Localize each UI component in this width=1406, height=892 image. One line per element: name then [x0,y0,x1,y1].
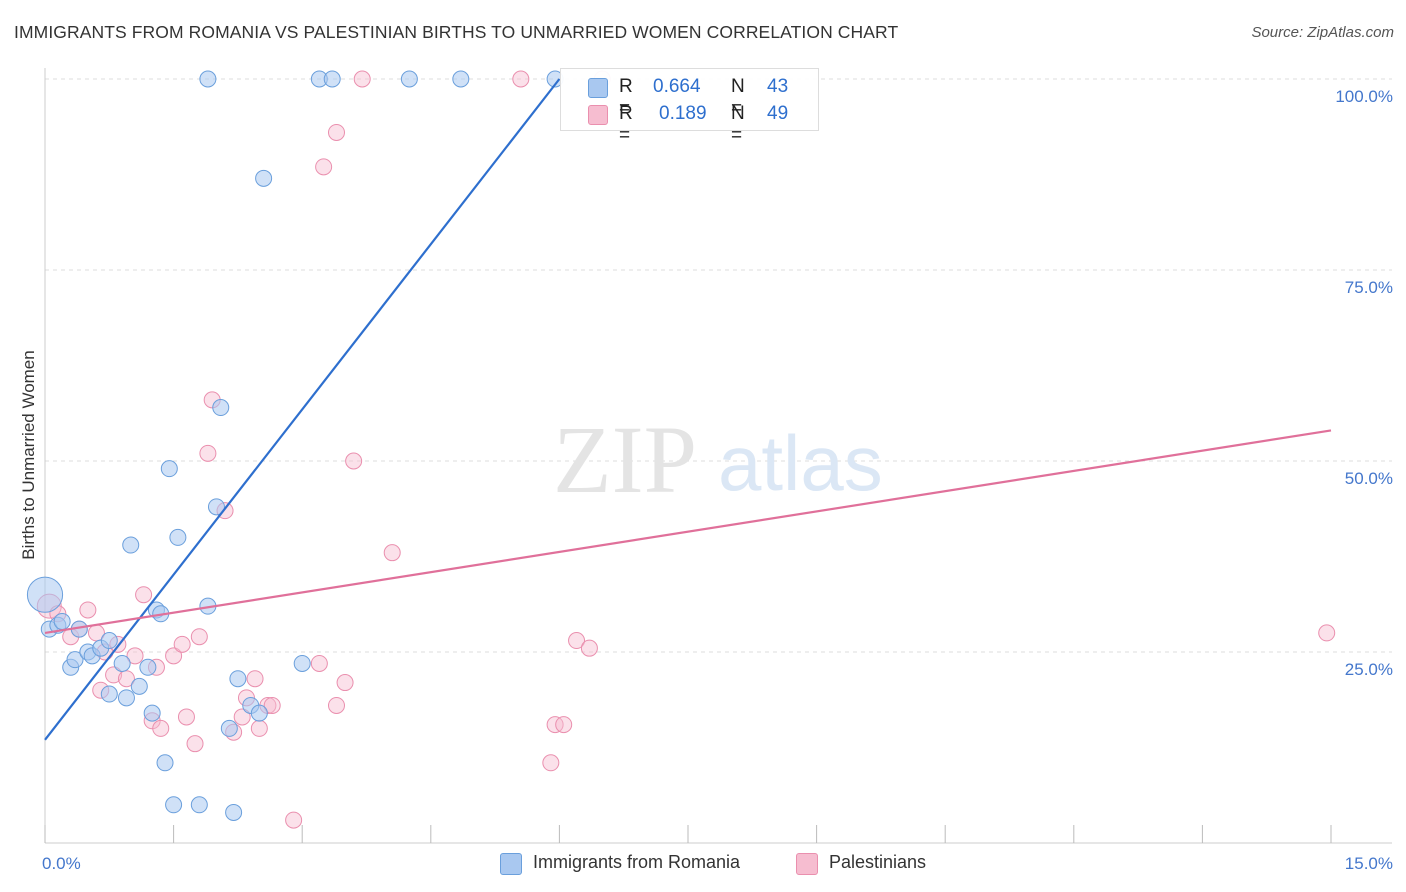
romania-point [323,70,341,88]
source-label: Source: ZipAtlas.com [1251,24,1394,41]
romania-point [452,70,470,88]
palestinians-point [542,754,560,772]
correlation-legend: R = 0.664 N = 43 R = 0.189 N = 49 [560,68,819,146]
legend-r-label: R = [619,103,633,146]
palestinians-point [383,544,401,562]
romania-point [207,498,225,516]
palestinians-point [327,123,345,141]
tick-labels: 25.0% 50.0% 75.0% 100.0% 0.0% 15.0% [42,87,1393,873]
palestinians-point [177,708,195,726]
legend-r-value: 0.189 [659,103,707,124]
palestinians-point [336,674,354,692]
palestinians-point [105,666,123,684]
romania-point [199,70,217,88]
palestinians-point [546,716,564,734]
chart-title: IMMIGRANTS FROM ROMANIA VS PALESTINIAN B… [14,22,899,42]
romania-point [220,719,238,737]
y-tick-label: 75.0% [1345,278,1393,297]
bottom-legend-label: Immigrants from Romania [533,852,741,872]
bottom-legend-label: Palestinians [829,852,927,872]
romania-point [400,70,418,88]
palestinians-point [1318,624,1336,642]
palestinians-point [263,696,281,714]
legend-n-label: N = [731,103,745,146]
y-tick-label: 100.0% [1335,87,1393,106]
palestinians-point [190,628,208,646]
romania-point [212,399,230,417]
romania-point [143,704,161,722]
gridlines [45,78,1392,653]
x-tick-label: 0.0% [42,854,81,873]
romania-point [250,704,268,722]
legend-n-label: N = [731,76,745,119]
palestinians-point [555,716,573,734]
palestinians-point [233,708,251,726]
palestinians-point [173,635,191,653]
palestinians-point [246,670,264,688]
romania-point [66,651,84,669]
palestinians-point [79,601,97,619]
romania-point [100,685,118,703]
palestinians-point [165,647,183,665]
trend-lines [44,78,1332,741]
palestinians-point [152,719,170,737]
palestinians-point [199,444,217,462]
palestinians-point [135,586,153,604]
palestinians-point [580,639,598,657]
palestinians-point [126,647,144,665]
palestinians-point [250,719,268,737]
legend-n-value: 49 [767,103,789,124]
romania-point [190,796,208,814]
palestinians-point [315,158,333,176]
romania-point [130,677,148,695]
romania-point [113,654,131,672]
axes [44,68,1392,844]
legend-swatch-blue [588,78,608,98]
palestinians-point [186,735,204,753]
romania-point [160,460,178,478]
romania-point [156,754,174,772]
romania-trend-line [44,78,561,741]
palestinians-point [353,70,371,88]
watermark: ZIP atlas [553,406,883,513]
palestinians-point [345,452,363,470]
palestinians-point [327,696,345,714]
watermark-atlas: atlas [718,419,883,507]
romania-point [122,536,140,554]
y-axis-label: Births to Unmarried Women [19,350,38,559]
legend-swatch-pink [588,105,608,125]
romania-points [26,70,564,821]
romania-point [26,576,64,613]
bottom-legend-swatch-pink [796,853,818,875]
romania-point [255,169,273,187]
romania-point [169,528,187,546]
legend-r-value: 0.664 [653,76,701,97]
bottom-legend-swatch-blue [500,853,522,875]
romania-point [117,689,135,707]
palestinians-trend-line [44,429,1332,634]
x-tick-label: 15.0% [1345,854,1393,873]
legend-r-label: R = [619,76,633,119]
romania-point [100,632,118,650]
romania-point [53,612,71,630]
legend-n-value: 43 [767,76,789,97]
watermark-zip: ZIP [553,406,697,513]
palestinians-point [285,811,303,829]
palestinians-point [512,70,530,88]
romania-point [225,803,243,821]
y-tick-label: 25.0% [1345,660,1393,679]
romania-point [293,654,311,672]
palestinians-point [310,654,328,672]
romania-point [139,658,157,676]
romania-point [165,796,183,814]
y-tick-label: 50.0% [1345,469,1393,488]
palestinians-point [568,632,586,650]
romania-point [229,670,247,688]
